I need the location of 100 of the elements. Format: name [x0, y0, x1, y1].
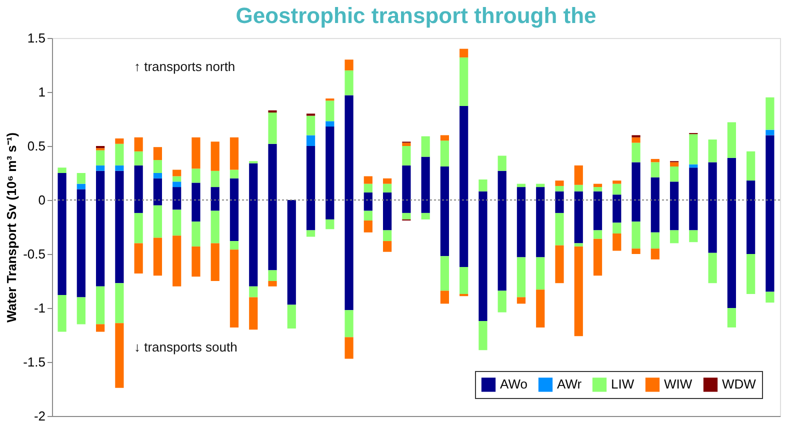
bar [478, 179, 488, 192]
y-tick-label: -2 [34, 408, 46, 424]
bar [746, 254, 756, 294]
bar [115, 283, 124, 324]
bar [516, 297, 526, 304]
annotation: ↑ transports north [134, 58, 236, 74]
legend-label: WIW [664, 376, 693, 392]
bar [650, 162, 660, 178]
bar [210, 243, 220, 281]
bar [306, 116, 316, 136]
bar [650, 158, 660, 162]
bar [172, 236, 182, 286]
bar [96, 324, 105, 332]
bar [344, 310, 354, 338]
bar [440, 140, 450, 167]
bar [96, 286, 105, 324]
bar [612, 184, 622, 195]
bar [402, 142, 411, 146]
bar [153, 205, 162, 238]
bar [192, 246, 200, 277]
bar [478, 320, 488, 350]
bar [632, 142, 640, 162]
bar [766, 292, 774, 303]
bar [574, 165, 583, 185]
bar [632, 248, 640, 254]
bar [287, 200, 296, 305]
bar [460, 48, 468, 58]
bar [746, 151, 756, 181]
bar [440, 135, 450, 141]
bar [421, 136, 430, 157]
y-tick-label: 0 [38, 192, 46, 208]
bar [689, 134, 698, 164]
bar [76, 297, 86, 324]
bar [153, 173, 162, 178]
y-tick-label: -1 [34, 300, 46, 316]
bar [344, 337, 354, 359]
bar [402, 146, 411, 166]
bar [612, 233, 622, 251]
bar [115, 144, 124, 166]
legend-label: AWo [500, 376, 528, 392]
bar [689, 230, 698, 242]
bar [230, 170, 239, 178]
bar [708, 140, 717, 162]
bar [364, 210, 372, 221]
bar [364, 176, 372, 184]
annotation: ↓ transports south [134, 340, 238, 355]
bar [421, 212, 430, 220]
bar [593, 238, 602, 276]
bar [632, 137, 640, 143]
bar [382, 178, 392, 184]
bar [210, 210, 220, 244]
bar [268, 112, 277, 144]
bar [192, 168, 200, 183]
bar [727, 308, 736, 328]
bar [192, 222, 200, 246]
bar [727, 122, 736, 158]
bar [536, 257, 545, 290]
bar [134, 137, 143, 152]
bar [555, 186, 564, 192]
bar [326, 98, 334, 101]
bar [172, 176, 182, 182]
bar [612, 180, 622, 184]
chart-title: Geostrophic transport through the [236, 3, 596, 28]
bar [440, 290, 450, 304]
bar [670, 166, 679, 182]
bar [115, 165, 124, 171]
bar [460, 294, 468, 296]
y-tick-label: 1.5 [27, 30, 46, 46]
bar [460, 266, 468, 294]
bar [58, 295, 66, 332]
bar [766, 97, 774, 130]
bar [230, 137, 239, 170]
bar [172, 210, 182, 236]
bar [670, 230, 679, 244]
bar [230, 250, 239, 328]
bar [460, 57, 468, 106]
bar [593, 230, 602, 239]
y-tick-label: 0.5 [27, 138, 46, 154]
bar [498, 156, 506, 171]
bar [555, 212, 564, 246]
bar [402, 212, 411, 220]
bar [555, 180, 564, 186]
bar [96, 165, 105, 171]
bar [689, 164, 698, 168]
bar [306, 135, 316, 146]
bar [612, 222, 622, 234]
bar [574, 246, 583, 336]
y-tick-label: -0.5 [23, 246, 46, 262]
y-tick-label: -1.5 [23, 354, 46, 370]
bar [153, 238, 162, 276]
bar [382, 184, 392, 192]
bar [249, 286, 258, 298]
bar [76, 184, 86, 190]
bar [344, 70, 354, 96]
legend-label: AWr [557, 376, 582, 392]
bar [115, 323, 124, 388]
bar [382, 241, 392, 252]
bar [172, 182, 182, 188]
bar [58, 168, 66, 173]
bar [172, 170, 182, 176]
